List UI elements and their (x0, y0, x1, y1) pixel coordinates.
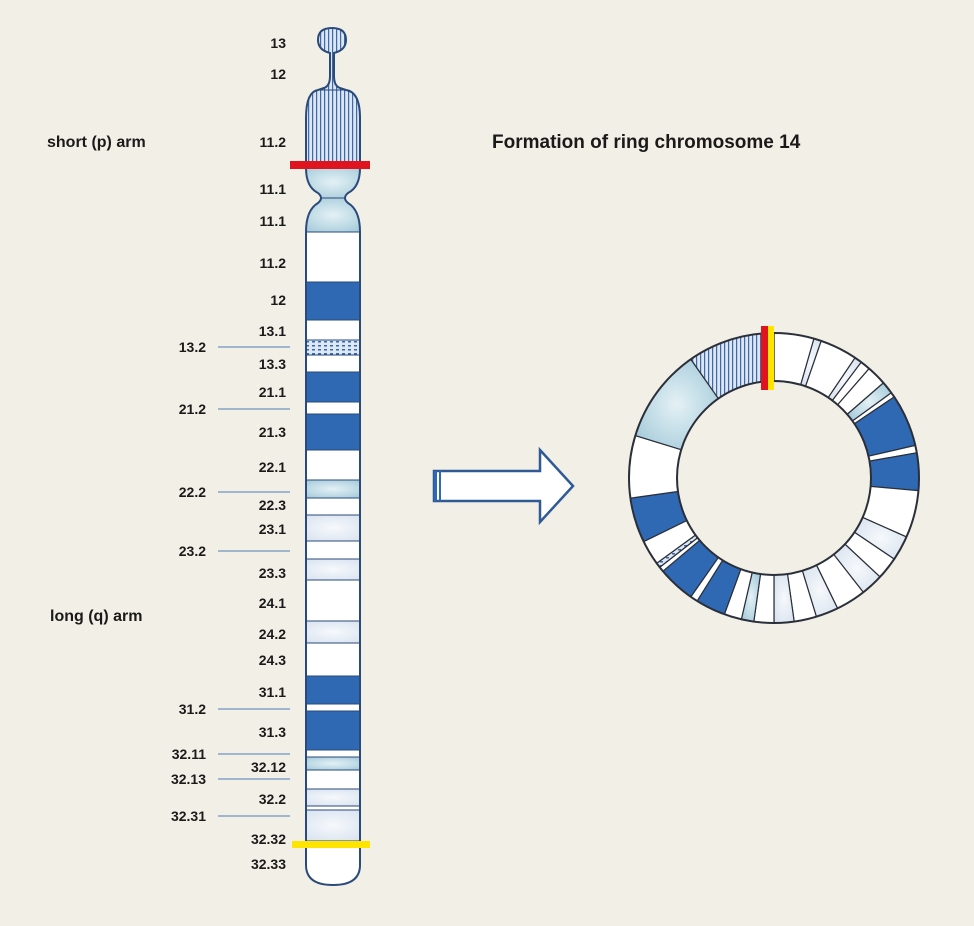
band-label: 22.2 (179, 484, 206, 500)
band-10 (306, 354, 360, 373)
band-label: 12 (270, 292, 286, 308)
ring-chromosome (628, 332, 920, 624)
band-28 (306, 769, 360, 790)
band-label: 31.1 (259, 684, 286, 700)
ring-red-breakpoint (761, 326, 768, 390)
band-label: 12 (270, 66, 286, 82)
band-labels: 13 12 11.2 11.1 11.1 11.2 12 13.1 13.2 13.3 21.1 21… (171, 35, 290, 872)
diagram-title: Formation of ring chromosome 14 (492, 132, 801, 153)
band-21 (306, 620, 360, 644)
band-9 (306, 339, 360, 356)
band-30 (306, 805, 360, 811)
band-label: 13 (270, 35, 286, 51)
band-label: 11.1 (260, 181, 287, 197)
band-16 (306, 497, 360, 516)
band-7 (306, 281, 360, 321)
band-27 (306, 756, 360, 771)
band-8 (306, 319, 360, 341)
transformation-arrow (432, 446, 575, 526)
band-26 (306, 749, 360, 758)
band-5 (306, 197, 360, 233)
band-label: 24.3 (259, 652, 286, 668)
band-label: 13.3 (259, 356, 286, 372)
band-32 (306, 840, 360, 885)
long-arm-label: long (q) arm (50, 608, 142, 625)
band-label: 24.2 (259, 626, 286, 642)
band-label: 32.11 (172, 746, 206, 762)
band-label: 32.33 (251, 856, 286, 872)
band-label: 31.2 (179, 701, 206, 717)
band-29 (306, 788, 360, 807)
band-label: 11.2 (260, 134, 287, 150)
band-label: 13.1 (259, 323, 286, 339)
band-25 (306, 710, 360, 751)
band-label: 23.3 (259, 565, 286, 581)
band-label: 11.2 (260, 255, 287, 271)
chromosome-14 (306, 28, 360, 885)
ring-yellow-breakpoint (768, 326, 774, 390)
red-breakpoint-marker (290, 161, 370, 169)
band-18 (306, 540, 360, 560)
band-14 (306, 449, 360, 481)
band-label: 21.3 (259, 424, 286, 440)
band-label: 11.1 (260, 213, 287, 229)
band-11 (306, 371, 360, 403)
yellow-breakpoint-marker (292, 841, 370, 848)
band-label: 32.12 (251, 759, 286, 775)
band-12 (306, 401, 360, 415)
band-label: 32.2 (259, 791, 286, 807)
band-label: 22.1 (259, 459, 286, 475)
band-20 (306, 579, 360, 622)
band-23 (306, 675, 360, 705)
band-label: 21.2 (179, 401, 206, 417)
band-19 (306, 558, 360, 581)
band-17 (306, 514, 360, 542)
band-13 (306, 413, 360, 451)
band-22 (306, 642, 360, 677)
band-24 (306, 703, 360, 712)
band-label: 32.32 (251, 831, 286, 847)
band-label: 32.13 (171, 771, 206, 787)
band-15 (306, 479, 360, 499)
band-3 (306, 89, 360, 167)
band-4 (306, 165, 360, 199)
band-label: 13.2 (179, 339, 206, 355)
band-31 (306, 809, 360, 842)
band-label: 24.1 (259, 595, 286, 611)
ring-inner-edge (676, 380, 872, 576)
chromosome-outline (305, 26, 361, 887)
band-label: 31.3 (259, 724, 286, 740)
band-6 (306, 231, 360, 283)
band-label: 22.3 (259, 497, 286, 513)
band-label: 21.1 (259, 384, 286, 400)
band-label: 23.1 (259, 521, 286, 537)
short-arm-label: short (p) arm (47, 134, 146, 151)
band-label: 23.2 (179, 543, 206, 559)
band-label: 32.31 (171, 808, 206, 824)
